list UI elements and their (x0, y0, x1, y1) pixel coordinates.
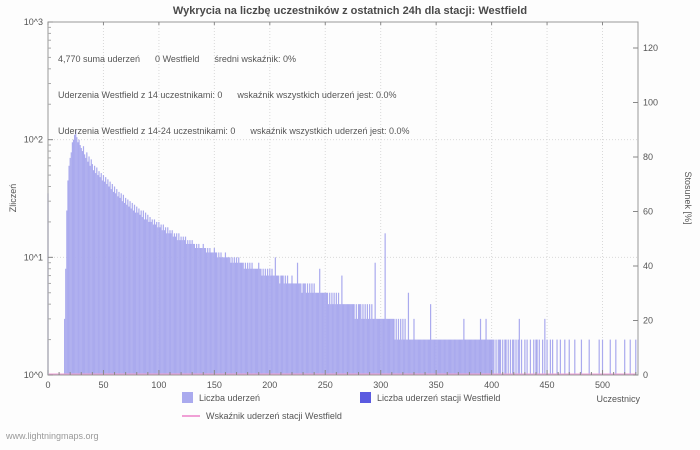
svg-text:50: 50 (98, 380, 108, 390)
svg-text:250: 250 (318, 380, 333, 390)
hits-swatch-icon (182, 392, 193, 403)
legend-label-hits: Liczba uderzeń (199, 392, 261, 403)
ratio-line-swatch-icon (182, 415, 200, 417)
svg-text:20: 20 (643, 316, 653, 326)
chart-annotations: 4,770 suma uderzeń 0 Westfield średni ws… (58, 29, 409, 161)
chart-title: Wykrycia na liczbę uczestników z ostatni… (172, 5, 528, 17)
svg-text:40: 40 (643, 261, 653, 271)
svg-text:10^1: 10^1 (24, 252, 43, 262)
westfield-swatch-icon (360, 392, 371, 403)
svg-text:350: 350 (429, 380, 444, 390)
annotation-14-line: Uderzenia Westfield z 14 uczestnikami: 0… (58, 90, 397, 100)
legend-item-ratio: Wskaźnik uderzeń stacji Westfield (182, 411, 342, 421)
svg-text:10^0: 10^0 (24, 370, 43, 380)
annotation-14-24-line: Uderzenia Westfield z 14-24 uczestnikami… (58, 126, 410, 136)
svg-text:150: 150 (207, 380, 222, 390)
y-axis-label-left: Zliczeń (8, 183, 18, 213)
svg-text:120: 120 (643, 43, 658, 53)
svg-text:10^2: 10^2 (24, 135, 43, 145)
legend-item-westfield-hits: Liczba uderzeń stacji Westfield (360, 392, 500, 403)
svg-text:400: 400 (484, 380, 499, 390)
y-axis-label-right: Stosunek [%] (683, 171, 693, 225)
svg-text:500: 500 (595, 380, 610, 390)
x-axis-label: Uczestnicy (596, 394, 640, 404)
svg-text:0: 0 (643, 370, 648, 380)
watermark-text: www.lightningmaps.org (6, 431, 99, 441)
svg-text:0: 0 (45, 380, 50, 390)
annotation-summary-line: 4,770 suma uderzeń 0 Westfield średni ws… (58, 54, 296, 64)
svg-text:200: 200 (262, 380, 277, 390)
svg-text:300: 300 (373, 380, 388, 390)
svg-text:60: 60 (643, 207, 653, 217)
svg-text:100: 100 (643, 98, 658, 108)
legend-label-westfield-hits: Liczba uderzeń stacji Westfield (377, 392, 501, 403)
svg-text:80: 80 (643, 152, 653, 162)
svg-text:10^3: 10^3 (24, 17, 43, 27)
legend-label-ratio: Wskaźnik uderzeń stacji Westfield (206, 411, 342, 421)
svg-text:100: 100 (151, 380, 166, 390)
svg-text:450: 450 (540, 380, 555, 390)
legend-item-hits: Liczba uderzeń (182, 392, 260, 403)
